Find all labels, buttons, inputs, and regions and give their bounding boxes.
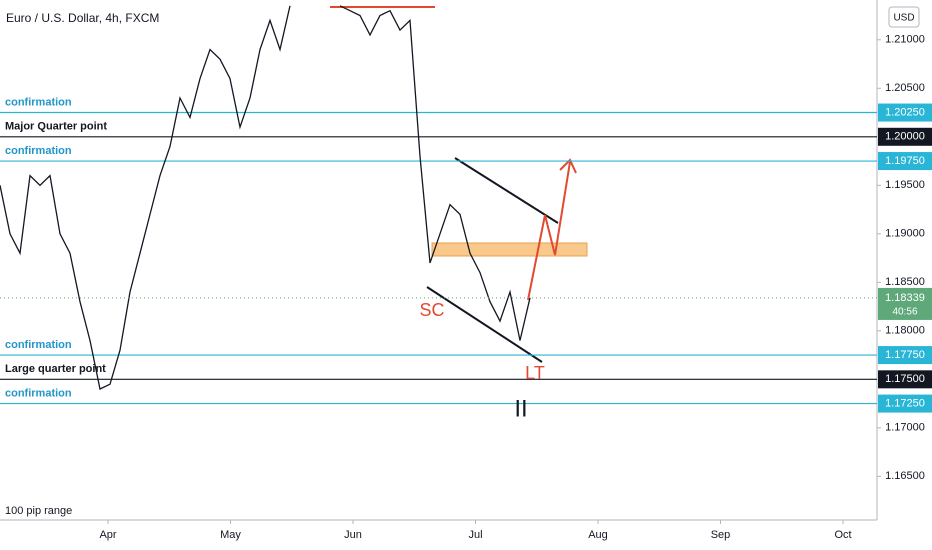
level-price-box: [878, 394, 932, 413]
level-price-label: 1.19750: [885, 155, 925, 167]
y-tick-label: 1.19000: [885, 228, 925, 240]
x-tick-label: May: [220, 529, 241, 541]
x-tick-label: Jun: [344, 529, 362, 541]
y-tick-label: 1.18500: [885, 276, 925, 288]
level-label: confirmation: [5, 96, 72, 108]
y-tick-label: 1.16500: [885, 470, 925, 482]
x-tick-label: Jul: [468, 529, 482, 541]
note: 100 pip range: [5, 505, 72, 517]
level-price-box: [878, 370, 932, 389]
plot: [0, 5, 877, 405]
level-label: Major Quarter point: [5, 121, 107, 133]
price-line: [339, 5, 531, 341]
zone-box: [431, 242, 588, 257]
level-price-label: 1.17750: [885, 349, 925, 361]
channel-bottom: [426, 286, 543, 363]
x-tick-label: Apr: [99, 529, 116, 541]
annotation: SC: [419, 300, 444, 320]
currency: USD: [893, 13, 914, 24]
y-tick-label: 1.21000: [885, 34, 925, 46]
level-price-box: [878, 103, 932, 122]
level-price-label: 1.17500: [885, 373, 925, 385]
projection-arrow: [527, 161, 571, 301]
level-label: confirmation: [5, 145, 72, 157]
level-label: Large quarter point: [5, 363, 106, 375]
y-tick-label: 1.20500: [885, 82, 925, 94]
x-tick-label: Aug: [588, 529, 608, 541]
annotation: II: [514, 395, 527, 422]
level-price-box: [878, 346, 932, 365]
last-price-box: [878, 287, 932, 320]
y-tick-label: 1.19500: [885, 179, 925, 191]
last-price-label: 1.18339: [885, 292, 925, 304]
y-tick-label: 1.17000: [885, 422, 925, 434]
x-tick-label: Oct: [834, 529, 851, 541]
level-price-label: 1.20000: [885, 131, 925, 143]
currency-box: [888, 6, 920, 28]
level-price-box: [878, 127, 932, 146]
arrow-head: [559, 158, 577, 174]
channel-top: [454, 157, 559, 224]
x-tick-label: Sep: [711, 529, 731, 541]
y-tick-label: 1.18000: [885, 325, 925, 337]
level-label: confirmation: [5, 339, 72, 351]
level-price-label: 1.20250: [885, 106, 925, 118]
level-label: confirmation: [5, 387, 72, 399]
level-price-label: 1.17250: [885, 397, 925, 409]
price-line: [0, 5, 291, 390]
countdown: 40:56: [892, 307, 917, 318]
annotation: LT: [525, 363, 545, 383]
chart-title: Euro / U.S. Dollar, 4h, FXCM: [6, 11, 159, 25]
level-price-box: [878, 152, 932, 171]
